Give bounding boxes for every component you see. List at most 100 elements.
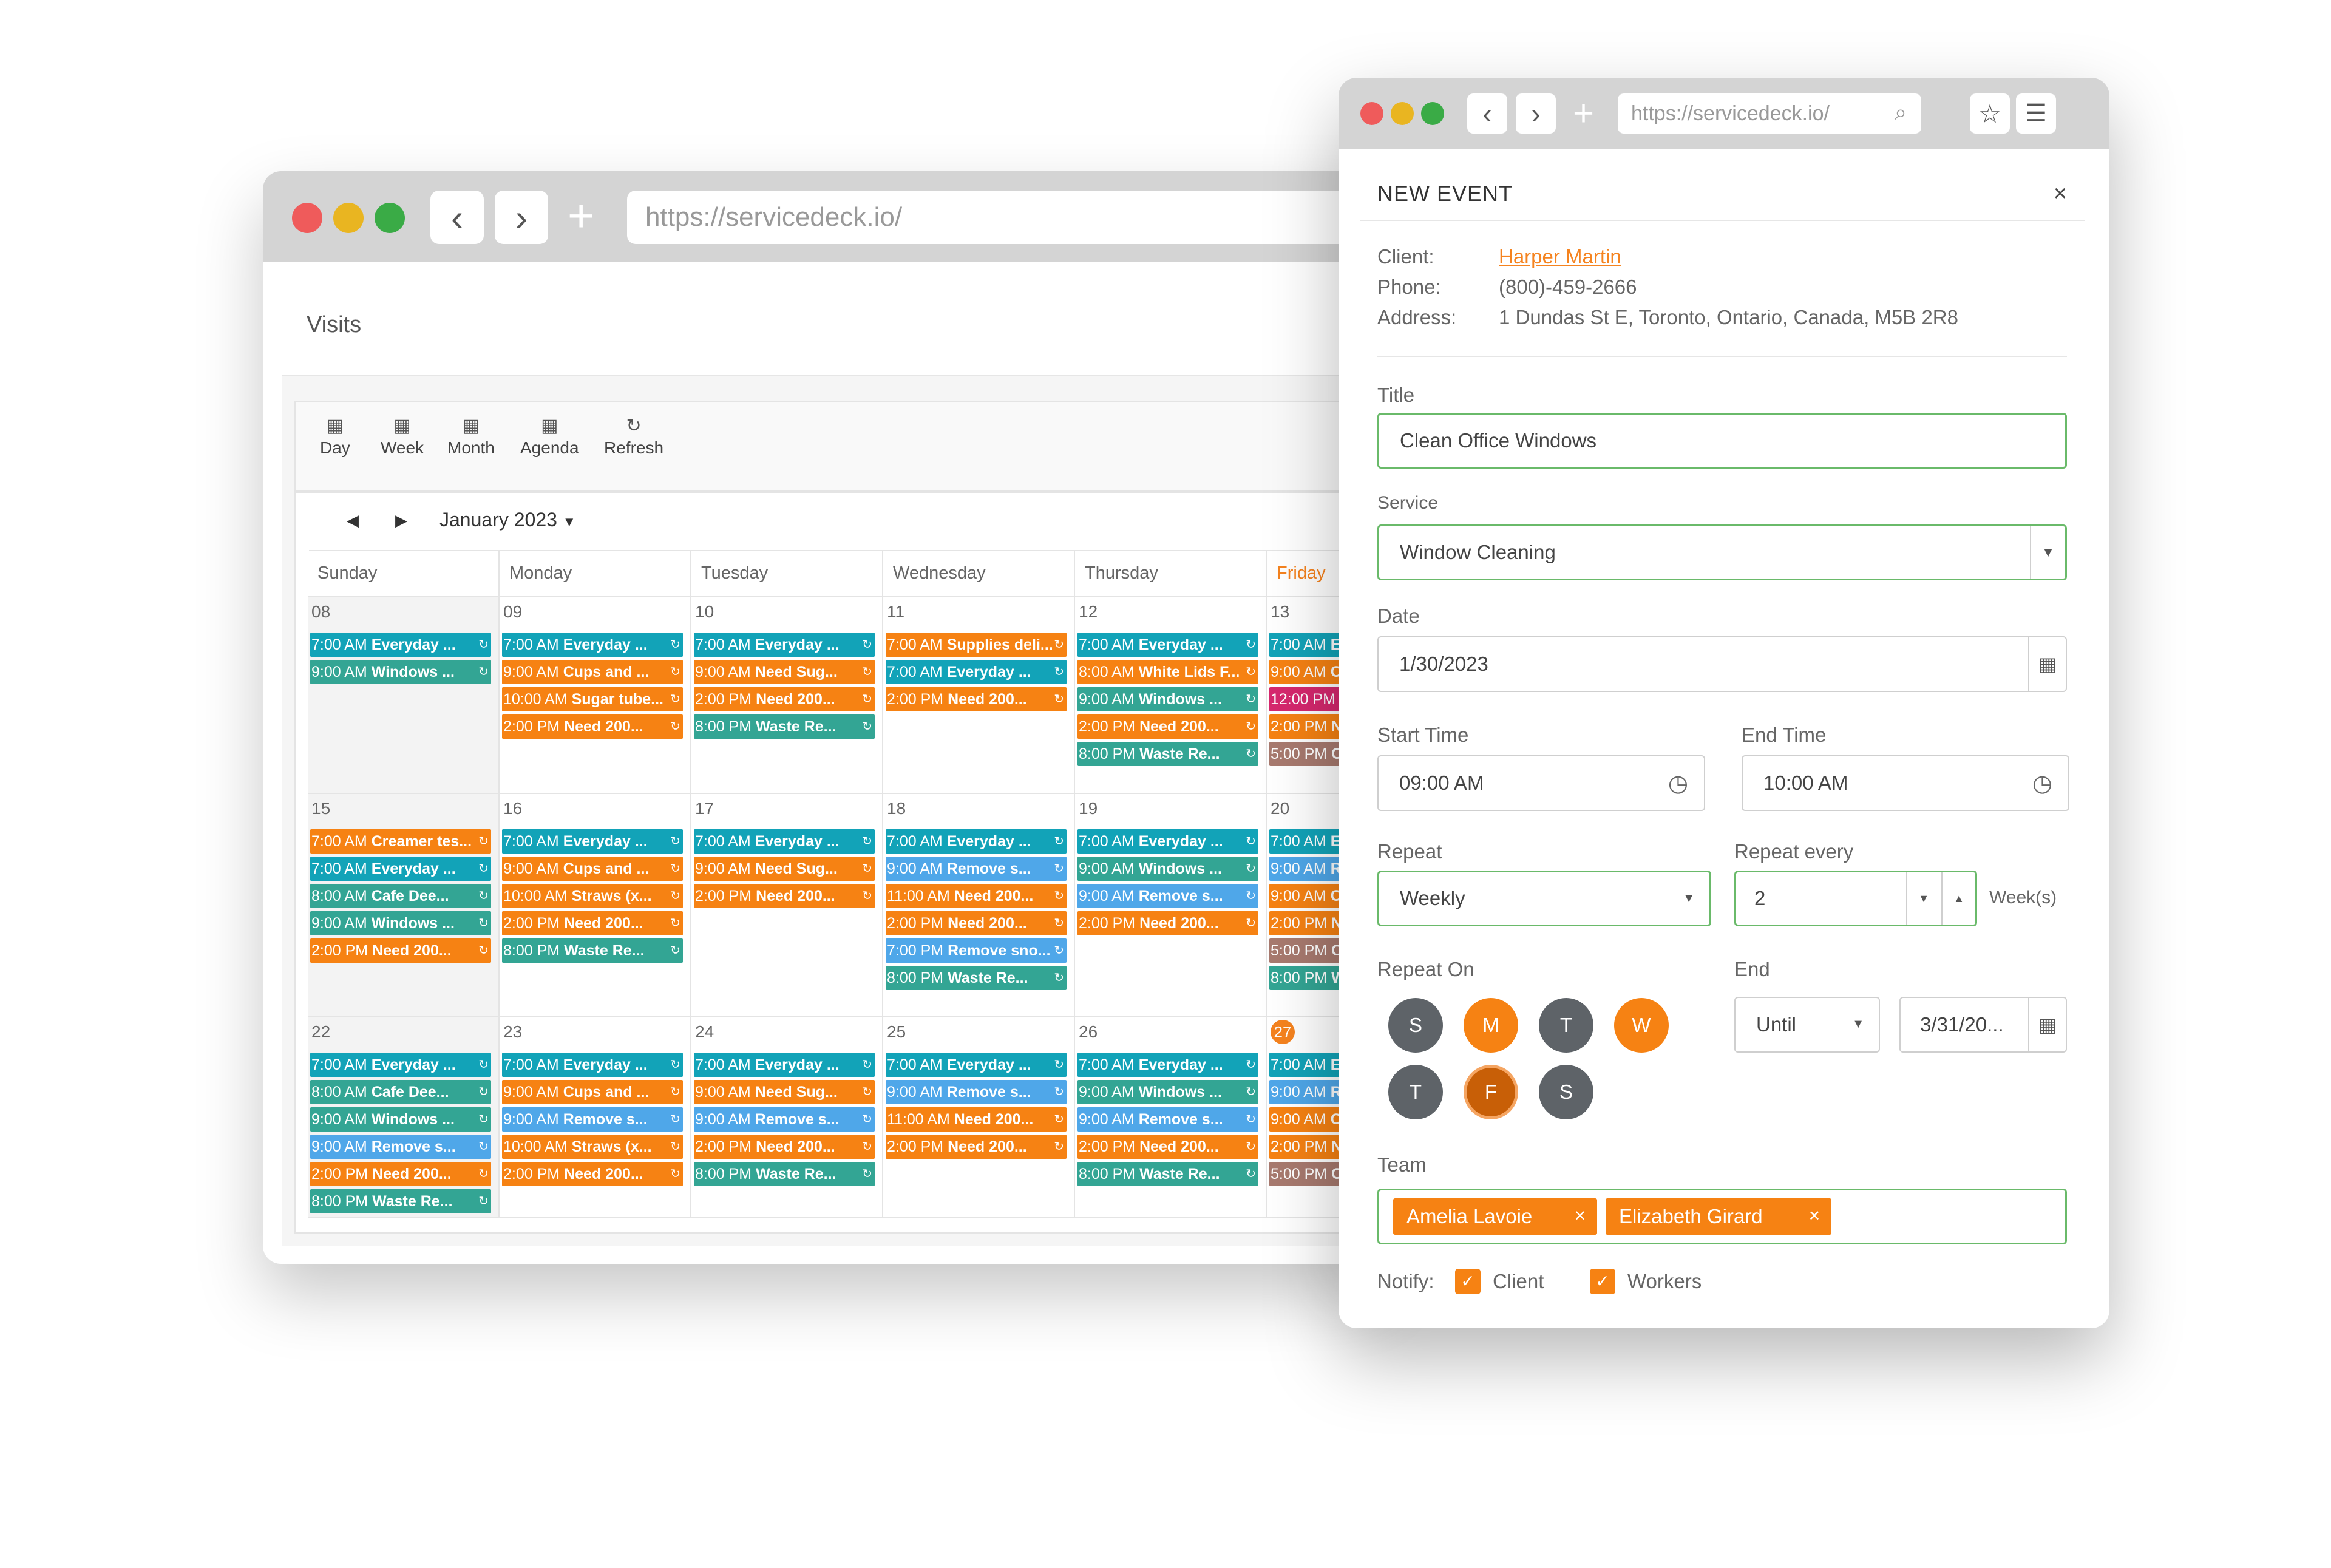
calendar-event[interactable]: 2:00 PM Need 200... ↻ (1077, 911, 1258, 935)
calendar-event[interactable]: 2:00 PM Need 200... ↻ (694, 884, 875, 908)
calendar-event[interactable]: 2:00 PM Need 200... ↻ (886, 911, 1067, 935)
calendar-event[interactable]: 9:00 AM Remove s... ↻ (502, 1107, 683, 1132)
repeat-day-toggle[interactable]: T (1388, 1065, 1443, 1119)
clock-icon[interactable]: ◷ (1668, 771, 1688, 796)
calendar-event[interactable]: 8:00 PM Waste Re... ↻ (694, 1162, 875, 1186)
day-cell[interactable]: 15 7:00 AM Creamer tes... ↻ 7:00 AM Everyda… (308, 794, 500, 1017)
calendar-event[interactable]: 7:00 AM Everyday ... ↻ (886, 1053, 1067, 1077)
calendar-event[interactable]: 9:00 AM Need Sug... ↻ (694, 660, 875, 684)
forward-icon[interactable]: › (495, 191, 548, 244)
calendar-event[interactable]: 8:00 PM Waste Re... ↻ (1077, 1162, 1258, 1186)
day-cell[interactable]: 12 7:00 AM Everyday ... ↻ 8:00 AM White Lid… (1075, 597, 1267, 794)
calendar-event[interactable]: 9:00 AM Windows ... ↻ (1077, 1080, 1258, 1104)
day-cell[interactable]: 22 7:00 AM Everyday ... ↻ 8:00 AM Cafe Dee.… (308, 1017, 500, 1218)
calendar-event[interactable]: 7:00 PM Remove sno... ↻ (886, 938, 1067, 963)
day-cell[interactable]: 26 7:00 AM Everyday ... ↻ 9:00 AM Windows .… (1075, 1017, 1267, 1218)
calendar-event[interactable]: 2:00 PM Need 200... ↻ (1077, 1135, 1258, 1159)
calendar-icon[interactable]: ▦ (2028, 637, 2066, 691)
calendar-event[interactable]: 7:00 AM Everyday ... ↻ (502, 633, 683, 657)
day-cell[interactable]: 19 7:00 AM Everyday ... ↻ 9:00 AM Windows .… (1075, 794, 1267, 1017)
repeat-day-toggle[interactable]: W (1614, 998, 1669, 1053)
calendar-event[interactable]: 8:00 PM Waste Re... ↻ (886, 966, 1067, 990)
calendar-event[interactable]: 11:00 AM Need 200... ↻ (886, 1107, 1067, 1132)
calendar-event[interactable]: 8:00 PM Waste Re... ↻ (502, 938, 683, 963)
calendar-event[interactable]: 9:00 AM Cups and ... ↻ (502, 1080, 683, 1104)
calendar-event[interactable]: 7:00 AM Everyday ... ↻ (310, 1053, 491, 1077)
calendar-event[interactable]: 7:00 AM Everyday ... ↻ (310, 857, 491, 881)
calendar-event[interactable]: 7:00 AM Everyday ... ↻ (1077, 1053, 1258, 1077)
bookmark-star-icon[interactable]: ☆ (1970, 93, 2010, 134)
calendar-event[interactable]: 7:00 AM Creamer tes... ↻ (310, 829, 491, 854)
calendar-event[interactable]: 8:00 AM White Lids F... ↻ (1077, 660, 1258, 684)
refresh-button[interactable]: ↻ Refresh (604, 414, 663, 458)
calendar-event[interactable]: 10:00 AM Sugar tube... ↻ (502, 687, 683, 711)
minimize-window-dot[interactable] (1391, 102, 1414, 125)
decrement-icon[interactable]: ▼ (1906, 872, 1940, 925)
calendar-event[interactable]: 2:00 PM Need 200... ↻ (694, 1135, 875, 1159)
day-cell[interactable]: 24 7:00 AM Everyday ... ↻ 9:00 AM Need Sug.… (691, 1017, 883, 1218)
back-icon[interactable]: ‹ (1467, 93, 1507, 134)
repeat-every-stepper[interactable]: 2 ▼ ▲ (1734, 871, 1977, 926)
repeat-select[interactable]: Weekly ▼ (1377, 871, 1711, 926)
calendar-event[interactable]: 10:00 AM Straws (x... ↻ (502, 1135, 683, 1159)
calendar-event[interactable]: 2:00 PM Need 200... ↻ (886, 1135, 1067, 1159)
day-view-button[interactable]: ▦ Day (320, 414, 350, 458)
new-tab-icon[interactable]: + (568, 190, 595, 242)
month-picker[interactable]: January 2023 ▼ (439, 509, 576, 531)
calendar-event[interactable]: 7:00 AM Everyday ... ↻ (1077, 829, 1258, 854)
calendar-event[interactable]: 2:00 PM Need 200... ↻ (1077, 714, 1258, 739)
chevron-down-icon[interactable]: ▼ (2030, 526, 2065, 579)
calendar-event[interactable]: 9:00 AM Remove s... ↻ (886, 857, 1067, 881)
end-mode-select[interactable]: Until ▼ (1734, 997, 1880, 1053)
calendar-event[interactable]: 2:00 PM Need 200... ↻ (502, 911, 683, 935)
calendar-event[interactable]: 7:00 AM Everyday ... ↻ (694, 829, 875, 854)
calendar-event[interactable]: 2:00 PM Need 200... ↻ (502, 1162, 683, 1186)
calendar-event[interactable]: 8:00 PM Waste Re... ↻ (1077, 742, 1258, 766)
calendar-event[interactable]: 8:00 PM Waste Re... ↻ (310, 1189, 491, 1213)
repeat-day-toggle[interactable]: M (1464, 998, 1518, 1053)
calendar-event[interactable]: 7:00 AM Everyday ... ↻ (310, 633, 491, 657)
start-time-input[interactable]: 09:00 AM ◷ (1377, 755, 1705, 811)
calendar-event[interactable]: 8:00 PM Waste Re... ↻ (694, 714, 875, 739)
url-bar[interactable]: https://servicedeck.io/ (627, 191, 1380, 244)
service-select[interactable]: Window Cleaning ▼ (1377, 524, 2067, 580)
calendar-event[interactable]: 8:00 AM Cafe Dee... ↻ (310, 1080, 491, 1104)
calendar-event[interactable]: 2:00 PM Need 200... ↻ (694, 687, 875, 711)
new-tab-icon[interactable]: + (1573, 93, 1595, 134)
minimize-window-dot[interactable] (333, 203, 364, 233)
calendar-event[interactable]: 9:00 AM Cups and ... ↻ (502, 660, 683, 684)
calendar-event[interactable]: 7:00 AM Everyday ... ↻ (886, 829, 1067, 854)
repeat-day-toggle[interactable]: S (1388, 998, 1443, 1053)
calendar-event[interactable]: 10:00 AM Straws (x... ↻ (502, 884, 683, 908)
close-icon[interactable]: × (2053, 181, 2067, 206)
day-cell[interactable]: 10 7:00 AM Everyday ... ↻ 9:00 AM Need Sug.… (691, 597, 883, 794)
increment-icon[interactable]: ▲ (1941, 872, 1975, 925)
date-input[interactable]: 1/30/2023 ▦ (1377, 636, 2067, 692)
day-cell[interactable]: 11 7:00 AM Supplies deli... ↻ 7:00 AM Every… (883, 597, 1075, 794)
url-bar[interactable]: https://servicedeck.io/ ⌕ (1618, 93, 1921, 134)
repeat-day-toggle[interactable]: T (1539, 998, 1593, 1053)
calendar-event[interactable]: 8:00 AM Cafe Dee... ↻ (310, 884, 491, 908)
calendar-icon[interactable]: ▦ (2028, 998, 2066, 1051)
calendar-event[interactable]: 9:00 AM Remove s... ↻ (1077, 1107, 1258, 1132)
forward-icon[interactable]: › (1516, 93, 1556, 134)
day-cell[interactable]: 16 7:00 AM Everyday ... ↻ 9:00 AM Cups and … (500, 794, 691, 1017)
clock-icon[interactable]: ◷ (2032, 771, 2052, 796)
calendar-event[interactable]: 9:00 AM Need Sug... ↻ (694, 1080, 875, 1104)
calendar-event[interactable]: 9:00 AM Windows ... ↻ (310, 1107, 491, 1132)
calendar-event[interactable]: 9:00 AM Remove s... ↻ (1077, 884, 1258, 908)
calendar-event[interactable]: 7:00 AM Everyday ... ↻ (694, 1053, 875, 1077)
day-cell[interactable]: 09 7:00 AM Everyday ... ↻ 9:00 AM Cups and … (500, 597, 691, 794)
calendar-event[interactable]: 9:00 AM Windows ... ↻ (310, 911, 491, 935)
close-window-dot[interactable] (292, 203, 322, 233)
calendar-event[interactable]: 7:00 AM Everyday ... ↻ (502, 1053, 683, 1077)
menu-icon[interactable]: ☰ (2016, 93, 2056, 134)
calendar-event[interactable]: 9:00 AM Remove s... ↻ (886, 1080, 1067, 1104)
client-link[interactable]: Harper Martin (1499, 245, 1621, 268)
calendar-event[interactable]: 9:00 AM Windows ... ↻ (1077, 857, 1258, 881)
calendar-event[interactable]: 2:00 PM Need 200... ↻ (310, 938, 491, 963)
calendar-event[interactable]: 9:00 AM Windows ... ↻ (310, 660, 491, 684)
repeat-day-toggle[interactable]: S (1539, 1065, 1593, 1119)
prev-month-icon[interactable]: ◀ (347, 511, 359, 529)
maximize-window-dot[interactable] (1421, 102, 1444, 125)
